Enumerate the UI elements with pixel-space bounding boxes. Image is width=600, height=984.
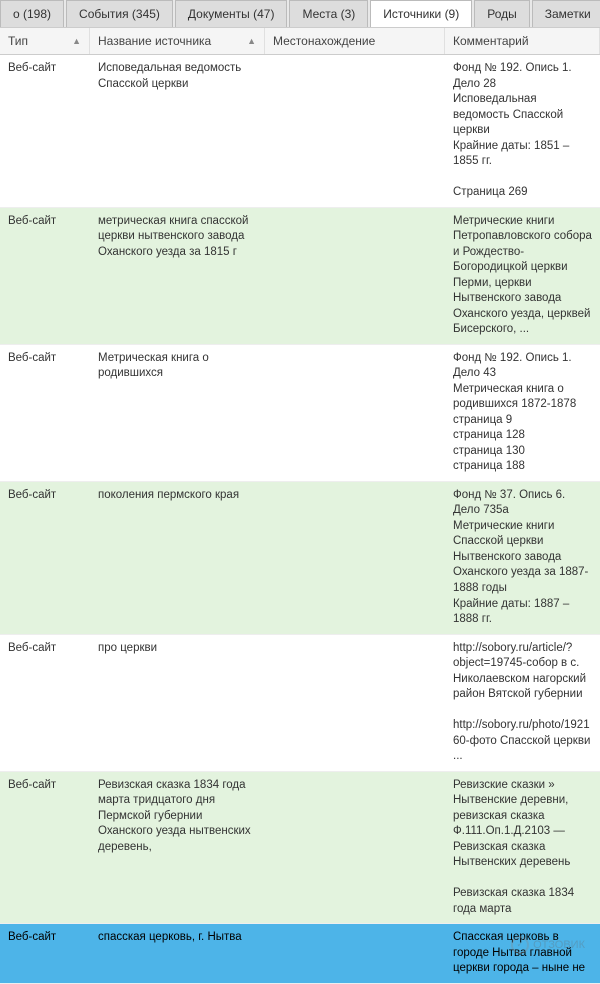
tab-item-active[interactable]: Источники (9) [370,0,472,27]
cell-comment: http://sobory.ru/article/?object=19745-с… [445,635,600,771]
tab-item[interactable]: Документы (47) [175,0,288,27]
table-row[interactable]: Веб-сайтИсповедальная ведомость Спасской… [0,55,600,208]
cell-type: Веб-сайт [0,924,90,983]
header-label: Комментарий [453,34,529,48]
header-name[interactable]: Название источника ▲ [90,28,265,54]
column-headers: Тип ▲ Название источника ▲ Местонахожден… [0,28,600,55]
sort-arrow-icon: ▲ [247,36,256,46]
cell-name: Ревизская сказка 1834 года марта тридцат… [90,772,265,924]
table-body: Веб-сайтИсповедальная ведомость Спасской… [0,55,600,984]
header-comment[interactable]: Комментарий [445,28,600,54]
cell-name: метрическая книга спасской церкви нытвен… [90,208,265,344]
cell-comment: Фонд № 192. Опись 1. Дело 28 Исповедальн… [445,55,600,207]
tabs-bar: о (198) События (345) Документы (47) Мес… [0,0,600,28]
cell-type: Веб-сайт [0,772,90,924]
cell-type: Веб-сайт [0,482,90,634]
cell-type: Веб-сайт [0,345,90,481]
cell-location [265,55,445,207]
cell-type: Веб-сайт [0,55,90,207]
cell-name: Метрическая книга о родившихся [90,345,265,481]
table-row[interactable]: Веб-сайтметрическая книга спасской церкв… [0,208,600,345]
cell-comment: Фонд № 37. Опись 6. Дело 735а Метрически… [445,482,600,634]
cell-comment: Спасская церковь в городе Нытва главной … [445,924,600,983]
table-row[interactable]: Веб-сайтпоколения пермского края Фонд № 3… [0,482,600,635]
cell-location [265,208,445,344]
cell-name: про церкви [90,635,265,771]
table-row[interactable]: Веб-сайтРевизская сказка 1834 года марта… [0,772,600,925]
cell-type: Веб-сайт [0,635,90,771]
cell-name: спасская церковь, г. Нытва [90,924,265,983]
cell-location [265,924,445,983]
tab-item[interactable]: о (198) [0,0,64,27]
tab-item[interactable]: Заметки [532,0,600,27]
cell-comment: Метрические книги Петропавловского собор… [445,208,600,344]
header-label: Местонахождение [273,34,375,48]
tab-item[interactable]: Места (3) [289,0,368,27]
cell-location [265,635,445,771]
cell-location [265,772,445,924]
tab-item[interactable]: События (345) [66,0,173,27]
header-location[interactable]: Местонахождение [265,28,445,54]
table-row[interactable]: Веб-сайтпро церкви http://sobory.ru/artic… [0,635,600,772]
table-row[interactable]: Веб-сайтМетрическая книга о родившихся Фо… [0,345,600,482]
table-row[interactable]: Веб-сайтспасская церковь, г. Нытва Спасск… [0,924,600,984]
cell-comment: Ревизские сказки » Нытвенские деревни, р… [445,772,600,924]
cell-type: Веб-сайт [0,208,90,344]
cell-location [265,482,445,634]
cell-comment: Фонд № 192. Опись 1. Дело 43 Метрическая… [445,345,600,481]
header-label: Название источника [98,34,211,48]
cell-name: Исповедальная ведомость Спасской церкви [90,55,265,207]
cell-name: поколения пермского края [90,482,265,634]
cell-location [265,345,445,481]
tab-item[interactable]: Роды [474,0,530,27]
header-label: Тип [8,34,28,48]
sort-arrow-icon: ▲ [72,36,81,46]
header-type[interactable]: Тип ▲ [0,28,90,54]
